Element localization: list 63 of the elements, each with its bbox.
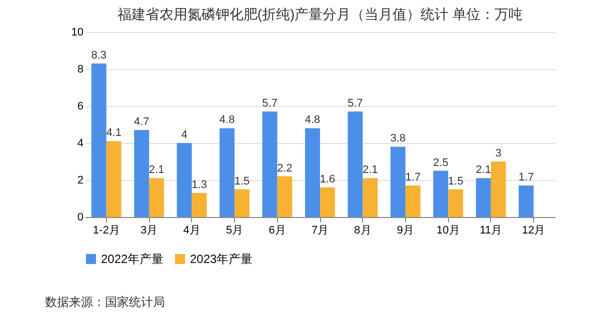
- bar: [448, 189, 464, 217]
- data-label: 4: [181, 129, 188, 141]
- bar: [405, 186, 420, 217]
- data-label: 1.5: [448, 175, 464, 188]
- bar: [149, 178, 164, 217]
- data-label: 4.7: [134, 116, 150, 128]
- data-label: 4.1: [106, 127, 122, 140]
- bar: [134, 130, 150, 217]
- x-tick-label: 10月: [436, 224, 460, 236]
- bar: [518, 186, 534, 217]
- data-label: 2.1: [362, 164, 378, 176]
- data-label: 2.5: [433, 156, 448, 169]
- source-note: 数据来源：国家统计局: [45, 295, 165, 309]
- y-tick-label: 2: [77, 174, 84, 186]
- data-label: 1.7: [518, 172, 534, 184]
- data-label: 3.8: [390, 132, 406, 145]
- y-tick-label: 4: [77, 138, 84, 150]
- bar: [234, 189, 250, 217]
- x-tick-label: 1-2月: [92, 224, 120, 236]
- x-tick-label: 4月: [183, 224, 200, 236]
- chart-title: 福建省农用氮磷钾化肥(折纯)产量分月（当月值）统计 单位：万吨: [117, 6, 523, 22]
- y-tick-label: 6: [77, 100, 84, 112]
- x-tick-label: 9月: [396, 224, 414, 236]
- x-tick-label: 5月: [226, 224, 244, 236]
- bar: [220, 128, 235, 217]
- data-label: 1.7: [405, 172, 421, 184]
- data-label: 1.5: [234, 175, 250, 188]
- data-label: 1.6: [320, 173, 336, 186]
- bar: [320, 187, 335, 217]
- data-label: 2.2: [277, 162, 292, 174]
- bar: [176, 143, 192, 217]
- x-tick-label: 11月: [480, 224, 502, 236]
- bar: [277, 176, 292, 217]
- data-label: 4.8: [304, 114, 320, 126]
- data-label: 2.1: [476, 164, 492, 176]
- bar: [490, 162, 506, 217]
- data-label: 4.8: [219, 114, 235, 126]
- bar: [192, 192, 207, 217]
- data-label: 1.3: [192, 178, 207, 191]
- bar: [91, 63, 106, 217]
- x-tick-label: 7月: [311, 224, 329, 236]
- x-tick-label: 3月: [140, 224, 158, 236]
- data-label: 5.7: [262, 98, 278, 110]
- data-label: 8.3: [91, 49, 107, 62]
- bar: [390, 146, 406, 217]
- data-label: 5.7: [348, 98, 363, 110]
- x-tick-label: 6月: [268, 224, 286, 236]
- bar: [305, 128, 320, 217]
- y-tick-label: 8: [77, 64, 84, 76]
- legend-label: 2022年产量: [101, 252, 164, 266]
- legend-label: 2023年产量: [190, 252, 253, 266]
- bar: [348, 112, 363, 217]
- bar: [262, 112, 278, 217]
- bar: [476, 178, 491, 217]
- x-tick-label: 8月: [354, 224, 372, 236]
- data-label: 3: [495, 148, 502, 160]
- data-label: 2.1: [148, 164, 164, 176]
- bar: [362, 178, 378, 217]
- bar: [433, 170, 448, 217]
- y-tick-label: 10: [71, 26, 84, 38]
- x-tick-label: 12月: [522, 224, 546, 236]
- y-tick-label: 0: [77, 212, 84, 224]
- bar: [106, 141, 122, 217]
